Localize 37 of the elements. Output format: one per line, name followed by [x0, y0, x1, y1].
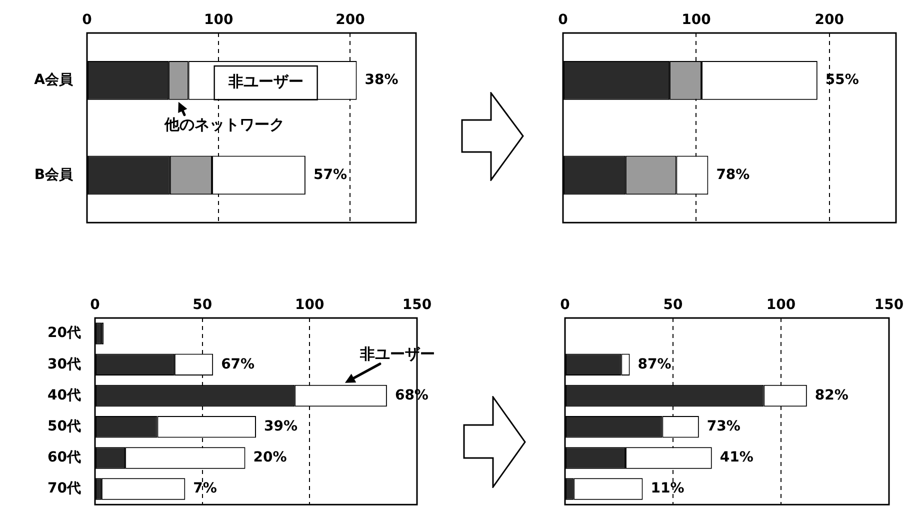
annotation: 7% — [193, 480, 217, 497]
annotation: 57% — [313, 166, 347, 183]
y-tick-label: 60代 — [48, 450, 81, 466]
annotation: 11% — [650, 480, 684, 497]
x-tick-label: 100 — [682, 12, 712, 28]
annotation: 67% — [221, 356, 255, 372]
annotation: 非ユーザー — [227, 72, 304, 90]
y-tick-label: 40代 — [48, 387, 81, 404]
annotation: 78% — [716, 166, 750, 183]
annotation: 55% — [825, 72, 859, 88]
x-tick-label: 0 — [558, 12, 568, 28]
x-tick-label: 0 — [82, 12, 92, 28]
x-tick-label: 200 — [336, 12, 366, 28]
y-tick-label: 30代 — [48, 356, 81, 372]
x-tick-label: 50 — [192, 297, 212, 314]
annotation: 87% — [638, 356, 672, 372]
annotation: 他のネットワーク — [163, 116, 284, 134]
annotation: 38% — [364, 72, 398, 88]
y-tick-label: 70代 — [48, 480, 81, 497]
x-tick-label: 100 — [204, 12, 234, 28]
x-tick-label: 0 — [90, 297, 100, 314]
x-tick-label: 150 — [402, 297, 432, 314]
annotation: 73% — [706, 418, 740, 434]
y-tick-label: A会員 — [34, 72, 74, 88]
y-tick-label: B会員 — [34, 166, 74, 183]
x-tick-label: 150 — [874, 297, 904, 314]
y-tick-label: 20代 — [48, 325, 81, 342]
x-tick-label: 100 — [295, 297, 325, 314]
x-tick-label: 0 — [560, 297, 570, 314]
annotation: 82% — [814, 387, 848, 404]
x-tick-label: 50 — [663, 297, 683, 314]
y-tick-label: 50代 — [48, 418, 81, 434]
x-tick-label: 100 — [766, 297, 796, 314]
x-tick-label: 200 — [814, 12, 844, 28]
annotation: 20% — [253, 450, 287, 466]
annotation: 41% — [720, 450, 754, 466]
annotation: 39% — [264, 418, 298, 434]
